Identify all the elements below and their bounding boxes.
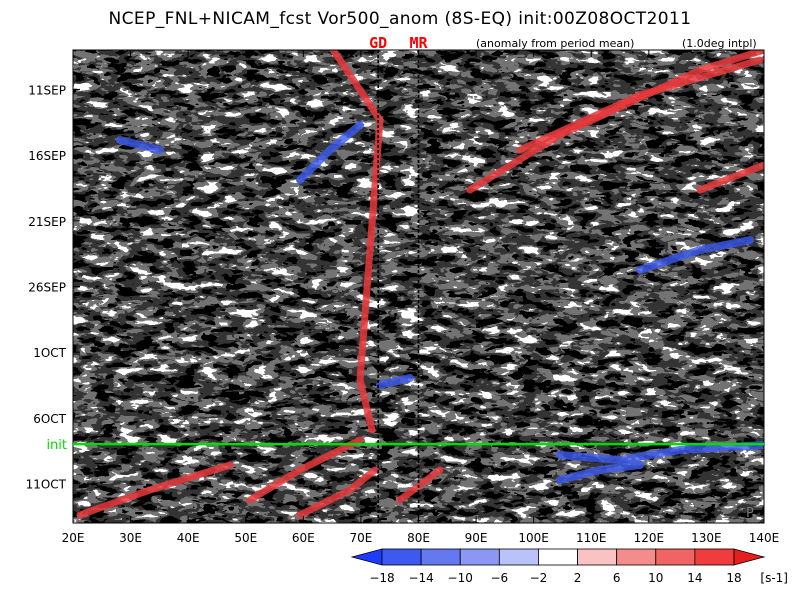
- colorbar-low-arrow: [350, 548, 383, 566]
- x-tick-label: 70E: [349, 531, 372, 545]
- y-tick-label: 6OCT: [33, 412, 66, 426]
- x-tick-label: 90E: [465, 531, 488, 545]
- x-tick-label: 120E: [634, 531, 665, 545]
- negative-streak: [556, 461, 644, 484]
- colorbar-tick-label: 10: [648, 571, 663, 585]
- chart-title: NCEP_FNL+NICAM_fcst Vor500_anom (8S-EQ) …: [108, 9, 692, 29]
- negative-streak: [376, 374, 414, 389]
- colorbar-tick-label: 2: [574, 571, 582, 585]
- colorbar-box: [694, 548, 735, 566]
- colorbar-unit: [s-1]: [760, 571, 788, 585]
- x-tick-label: 80E: [407, 531, 430, 545]
- negative-streak: [556, 441, 764, 465]
- x-tick-label: 40E: [177, 531, 200, 545]
- positive-streak: [296, 466, 379, 519]
- x-tick-label: 20E: [62, 531, 85, 545]
- y-tick-label: 21SEP: [28, 215, 66, 229]
- positive-streak: [76, 461, 234, 519]
- colorbar-box: [381, 548, 422, 566]
- colorbar-high-arrow: [733, 548, 766, 566]
- y-tick-label: 1OCT: [33, 346, 66, 360]
- y-tick-label: 11OCT: [26, 478, 67, 492]
- reference-lines: GD MR: [369, 34, 428, 523]
- colorbar-box: [538, 548, 578, 566]
- colorbar-box: [655, 548, 696, 566]
- colorbar-box: [616, 548, 657, 566]
- positive-streak: [696, 161, 764, 194]
- colorbar-box: [420, 548, 461, 566]
- x-axis: 20E 30E 40E 50E 60E 70E 80E 90E 100E 110E 120E 130E…: [62, 50, 780, 545]
- x-tick-label: 50E: [234, 531, 257, 545]
- colorbar-box: [577, 548, 618, 566]
- init-line-label: init: [46, 438, 67, 453]
- subtitle-left: (anomaly from period mean): [476, 37, 635, 50]
- x-tick-label: 30E: [119, 531, 142, 545]
- colorbar-tick-label: 14: [687, 571, 702, 585]
- x-tick-label: 130E: [691, 531, 722, 545]
- colorbar-tick-label: −2: [530, 571, 548, 585]
- negative-streak: [296, 121, 364, 184]
- x-tick-label: 60E: [292, 531, 315, 545]
- colorbar-tick-label: 18: [726, 571, 741, 585]
- positive-streak: [396, 466, 444, 504]
- ref-line-label-mr: MR: [409, 34, 428, 52]
- colorbar-tick-label: 6: [613, 571, 621, 585]
- y-tick-label: 26SEP: [28, 281, 66, 295]
- colorbar-box: [459, 548, 500, 566]
- colorbar-box: [498, 548, 539, 566]
- init-line: init: [46, 438, 764, 453]
- colorbar-tick-label: −14: [408, 571, 433, 585]
- anomaly-streaks: [76, 50, 764, 519]
- negative-streak: [116, 136, 164, 154]
- x-tick-label: 100E: [518, 531, 549, 545]
- x-tick-label: 140E: [749, 531, 780, 545]
- y-tick-label: 11SEP: [28, 83, 66, 97]
- y-axis: 11SEP 16SEP 21SEP 26SEP 1OCT 6OCT 11OCT: [26, 83, 764, 492]
- positive-streak: [516, 56, 764, 154]
- y-tick-label: 16SEP: [28, 149, 66, 163]
- positive-streak: [329, 50, 384, 434]
- positive-streak: [246, 436, 364, 504]
- colorbar-tick-label: −6: [490, 571, 508, 585]
- colorbar-tick-label: −18: [369, 571, 394, 585]
- watermark-letter: P: [746, 506, 754, 521]
- colorbar-tick-label: −10: [448, 571, 473, 585]
- colorbar: −18 −14 −10 −6 −2 2 6 10 14 18 [s-1]: [350, 548, 788, 585]
- negative-streak: [636, 236, 754, 274]
- subtitle-right: (1.0deg intpl): [682, 37, 757, 50]
- ref-line-label-gd: GD: [369, 34, 387, 52]
- x-tick-label: 110E: [576, 531, 607, 545]
